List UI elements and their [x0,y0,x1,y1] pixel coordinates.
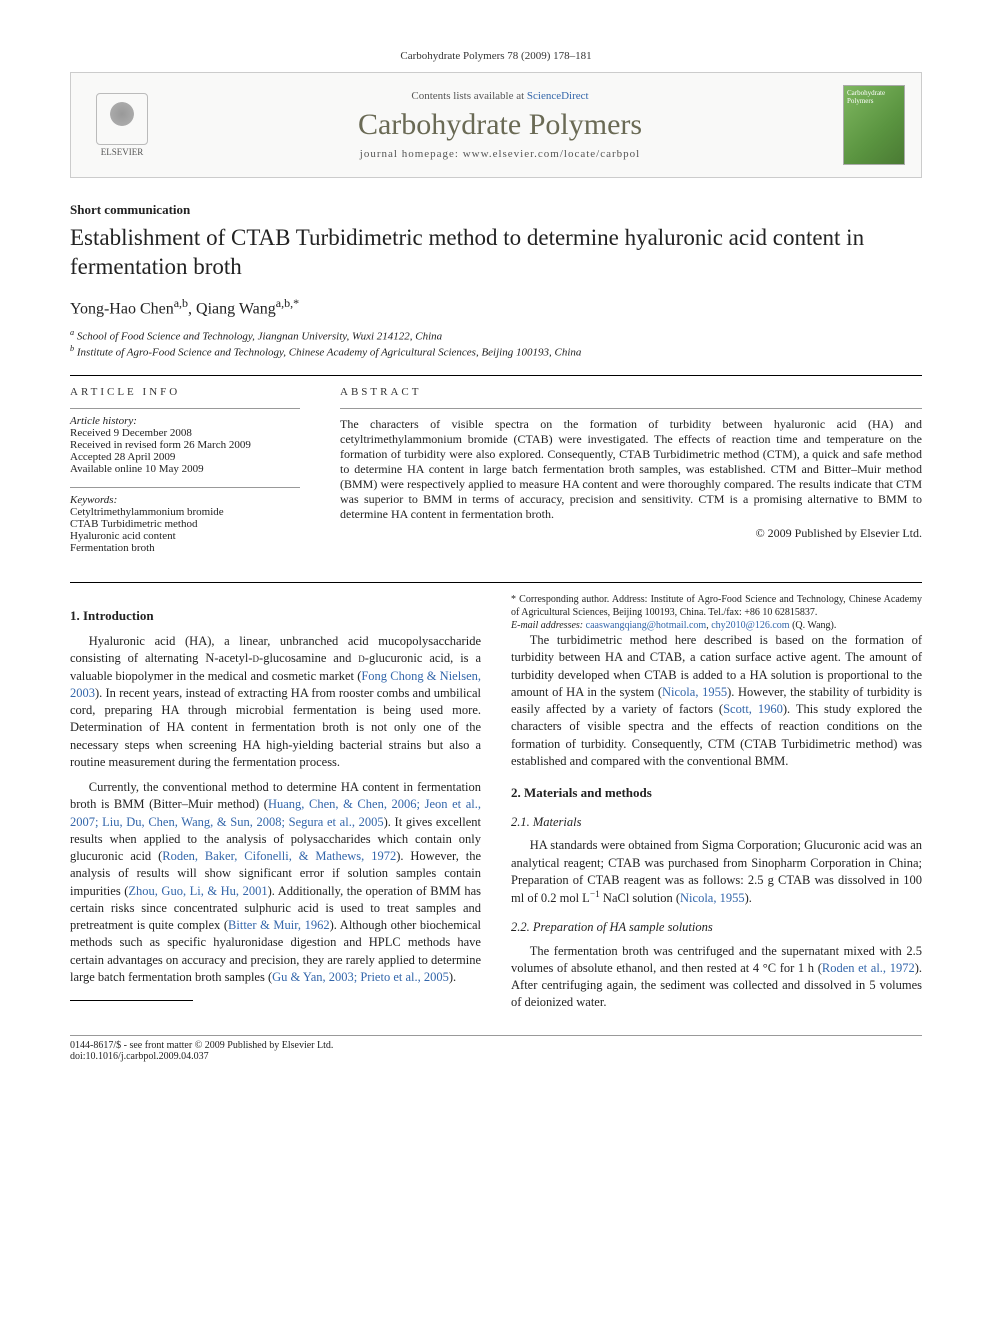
elsevier-logo: ELSEVIER [87,93,157,157]
homepage-url[interactable]: www.elsevier.com/locate/carbpol [463,148,641,160]
article-type: Short communication [70,202,922,218]
ref-nicola-1955b[interactable]: Nicola, 1955 [680,891,745,905]
publisher-name: ELSEVIER [87,147,157,157]
keywords-label: Keywords: [70,494,300,506]
corresponding-author-note: * Corresponding author. Address: Institu… [511,593,922,619]
rule-above-abstract-text [340,408,922,409]
email-line: E-mail addresses: caaswangqiang@hotmail.… [511,619,922,632]
author-1-affil-sup: a,b [174,296,188,310]
journal-name: Carbohydrate Polymers [157,108,843,142]
history-label: Article history: [70,415,300,427]
keywords-block: Keywords: Cetyltrimethylammonium bromide… [70,487,300,554]
author-2-affil-sup: a,b,* [276,296,299,310]
section-2-1-heading: 2.1. Materials [511,814,922,831]
body-two-column: 1. Introduction Hyaluronic acid (HA), a … [70,593,922,1013]
history-online: Available online 10 May 2009 [70,463,300,475]
journal-cover-thumb: Carbohydrate Polymers [843,85,905,165]
doi-line: doi:10.1016/j.carbpol.2009.04.037 [70,1051,333,1062]
ref-nicola-1955[interactable]: Nicola, 1955 [662,685,727,699]
history-accepted: Accepted 28 April 2009 [70,451,300,463]
email-1-link[interactable]: caaswangqiang@hotmail.com [586,620,707,631]
keyword-2: CTAB Turbidimetric method [70,518,300,530]
footnote-separator [70,1000,193,1001]
keyword-3: Hyaluronic acid content [70,530,300,542]
cover-thumb-text: Carbohydrate Polymers [847,89,885,105]
abstract-heading: abstract [340,386,922,398]
homepage-prefix: journal homepage: [360,148,463,160]
sciencedirect-link[interactable]: ScienceDirect [527,90,589,102]
abstract-copyright: © 2009 Published by Elsevier Ltd. [340,526,922,541]
abstract-column: abstract The characters of visible spect… [340,386,922,566]
keyword-1: Cetyltrimethylammonium bromide [70,506,300,518]
ref-bitter-1962[interactable]: Bitter & Muir, 1962 [228,918,330,932]
rule-below-abstract [70,582,922,583]
article-info-column: article info Article history: Received 9… [70,386,300,566]
ref-roden-1972b[interactable]: Roden et al., 1972 [822,961,915,975]
article-history-block: Article history: Received 9 December 200… [70,408,300,475]
article-title: Establishment of CTAB Turbidimetric meth… [70,224,922,282]
author-1: Yong-Hao Chen [70,300,174,317]
front-matter-line: 0144-8617/$ - see front matter © 2009 Pu… [70,1040,333,1051]
section-2-2-para-1: The fermentation broth was centrifuged a… [511,943,922,1012]
keyword-4: Fermentation broth [70,542,300,554]
article-info-heading: article info [70,386,300,398]
history-revised: Received in revised form 26 March 2009 [70,439,300,451]
ref-gu-2003[interactable]: Gu & Yan, 2003; Prieto et al., 2005 [272,970,449,984]
authors: Yong-Hao Chena,b, Qiang Wanga,b,* [70,296,922,318]
rule-above-info [70,375,922,376]
section-2-1-para-1: HA standards were obtained from Sigma Co… [511,837,922,907]
section-1-heading: 1. Introduction [70,607,481,625]
elsevier-tree-icon [96,93,148,145]
affiliation-b: b Institute of Agro-Food Science and Tec… [70,344,922,359]
section-1-para-2: Currently, the conventional method to de… [70,779,481,986]
author-2: , Qiang Wang [188,300,276,317]
email-2-link[interactable]: chy2010@126.com [711,620,789,631]
journal-banner: ELSEVIER Contents lists available at Sci… [70,72,922,178]
section-2-heading: 2. Materials and methods [511,784,922,802]
ref-scott-1960[interactable]: Scott, 1960 [723,702,783,716]
ref-zhou-2001[interactable]: Zhou, Guo, Li, & Hu, 2001 [128,884,267,898]
journal-homepage-line: journal homepage: www.elsevier.com/locat… [157,148,843,160]
ref-roden-1972[interactable]: Roden, Baker, Cifonelli, & Mathews, 1972 [162,849,396,863]
section-1-para-1: Hyaluronic acid (HA), a linear, unbranch… [70,633,481,771]
contents-prefix: Contents lists available at [411,90,526,102]
section-2-2-heading: 2.2. Preparation of HA sample solutions [511,919,922,936]
history-received: Received 9 December 2008 [70,427,300,439]
footnote-block: * Corresponding author. Address: Institu… [511,593,922,632]
abstract-text: The characters of visible spectra on the… [340,417,922,522]
section-1-para-3: The turbidimetric method here described … [511,632,922,770]
bottom-line: 0144-8617/$ - see front matter © 2009 Pu… [70,1035,922,1062]
top-citation: Carbohydrate Polymers 78 (2009) 178–181 [70,50,922,62]
affiliation-a: a School of Food Science and Technology,… [70,328,922,343]
contents-available-line: Contents lists available at ScienceDirec… [157,90,843,102]
